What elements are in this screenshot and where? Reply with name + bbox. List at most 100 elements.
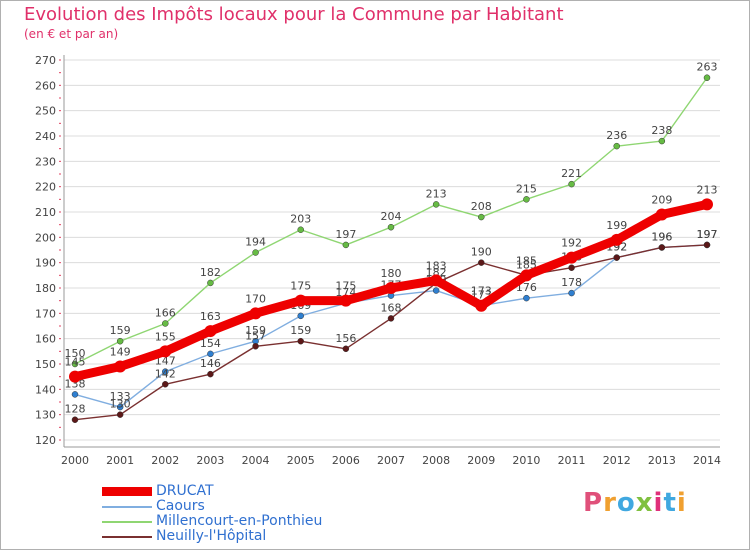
- data-label: 128: [65, 403, 86, 416]
- data-label: 197: [697, 228, 718, 241]
- data-label: 182: [200, 266, 221, 279]
- legend-swatch-millencourt: [102, 520, 152, 523]
- data-point: [613, 254, 620, 261]
- data-point: [207, 370, 214, 378]
- legend-label-neuilly: Neuilly-l'Hôpital: [156, 528, 267, 544]
- data-point: [520, 269, 533, 282]
- y-tick-label: 250: [35, 105, 56, 118]
- plot-area: 120 130 140 150 160 170 180 190 200 210 220 230 240 2…: [35, 54, 721, 467]
- data-point: [159, 345, 172, 358]
- legend-label-drucat: DRUCAT: [156, 483, 214, 499]
- data-point: [207, 279, 214, 287]
- data-label: 213: [697, 183, 718, 196]
- data-label: 138: [65, 377, 86, 390]
- data-point: [432, 201, 440, 208]
- data-point: [162, 368, 169, 375]
- data-point: [568, 289, 575, 297]
- data-point: [71, 391, 79, 398]
- x-tick-label: 2000: [61, 454, 89, 467]
- data-point: [297, 226, 304, 233]
- data-label: 142: [155, 367, 176, 380]
- data-label: 215: [516, 182, 537, 195]
- legend-item-neuilly: Neuilly-l'Hôpital: [102, 529, 322, 544]
- legend-item-caours: Caours: [102, 499, 322, 514]
- y-tick-label: 160: [35, 333, 56, 346]
- x-tick-label: 2008: [422, 454, 450, 467]
- y-tick-label: 200: [35, 231, 56, 244]
- data-point: [116, 411, 124, 418]
- data-label: 175: [290, 280, 311, 293]
- x-tick-label: 2006: [332, 454, 360, 467]
- data-label: 155: [155, 330, 176, 343]
- data-point: [703, 241, 711, 249]
- x-tick-label: 2009: [467, 454, 495, 467]
- data-point: [523, 294, 530, 302]
- data-label: 208: [471, 200, 492, 213]
- y-tick-label: 140: [35, 383, 56, 396]
- data-point: [655, 208, 668, 221]
- legend-label-caours: Caours: [156, 498, 205, 514]
- y-tick-label: 190: [35, 257, 56, 270]
- data-point: [568, 180, 575, 188]
- data-label: 166: [155, 306, 176, 319]
- data-label: 133: [110, 390, 131, 403]
- x-tick-label: 2013: [648, 454, 676, 467]
- data-point: [658, 244, 666, 251]
- data-point: [387, 315, 395, 322]
- data-label: 209: [651, 194, 672, 207]
- data-label: 194: [245, 236, 266, 249]
- data-point: [610, 233, 623, 246]
- data-point: [116, 403, 124, 411]
- data-label: 192: [561, 237, 582, 250]
- data-label: 168: [381, 301, 402, 314]
- data-label: 263: [697, 61, 718, 74]
- data-label: 183: [426, 259, 447, 272]
- data-point: [71, 360, 79, 368]
- data-point: [252, 343, 259, 350]
- data-label: 175: [335, 280, 356, 293]
- data-point: [385, 282, 397, 294]
- y-tick-label: 240: [35, 130, 56, 143]
- data-label: 180: [381, 267, 402, 280]
- data-label: 204: [381, 210, 402, 223]
- y-tick-label: 210: [35, 206, 56, 219]
- data-point: [430, 274, 443, 287]
- y-tick-label: 270: [35, 54, 56, 67]
- data-point: [297, 312, 304, 320]
- data-label: 197: [335, 228, 356, 241]
- x-tick-label: 2001: [106, 454, 134, 467]
- legend-swatch-drucat: [102, 487, 152, 496]
- x-tick-label: 2007: [377, 454, 405, 467]
- data-point: [252, 249, 259, 256]
- data-label: 159: [245, 324, 266, 337]
- y-tick-label: 180: [35, 282, 56, 295]
- data-label: 221: [561, 167, 582, 180]
- x-tick-label: 2003: [196, 454, 224, 467]
- brand-logo: Proxiti: [583, 488, 687, 518]
- data-label: 163: [200, 310, 221, 323]
- data-label: 196: [651, 230, 672, 243]
- data-point: [249, 307, 262, 320]
- data-label: 159: [290, 324, 311, 337]
- data-point: [342, 345, 350, 353]
- y-tick-label: 150: [35, 358, 56, 371]
- data-label: 190: [471, 246, 492, 259]
- data-label: 150: [65, 347, 86, 360]
- legend: DRUCAT Caours Millencourt-en-Ponthieu Ne…: [102, 484, 322, 544]
- data-label: 149: [110, 346, 131, 359]
- data-point: [478, 213, 485, 221]
- y-tick-label: 260: [35, 79, 56, 92]
- x-tick-label: 2011: [558, 454, 586, 467]
- data-point: [568, 264, 575, 271]
- data-label: 130: [110, 398, 131, 411]
- x-tick-label: 2012: [603, 454, 631, 467]
- data-label: 236: [606, 129, 627, 142]
- legend-label-millencourt: Millencourt-en-Ponthieu: [156, 513, 323, 529]
- data-point: [703, 74, 711, 81]
- data-point: [294, 294, 307, 307]
- data-point: [478, 259, 485, 266]
- y-tick-label: 120: [35, 434, 56, 447]
- data-label: 145: [65, 356, 86, 369]
- data-label: 196: [651, 230, 672, 243]
